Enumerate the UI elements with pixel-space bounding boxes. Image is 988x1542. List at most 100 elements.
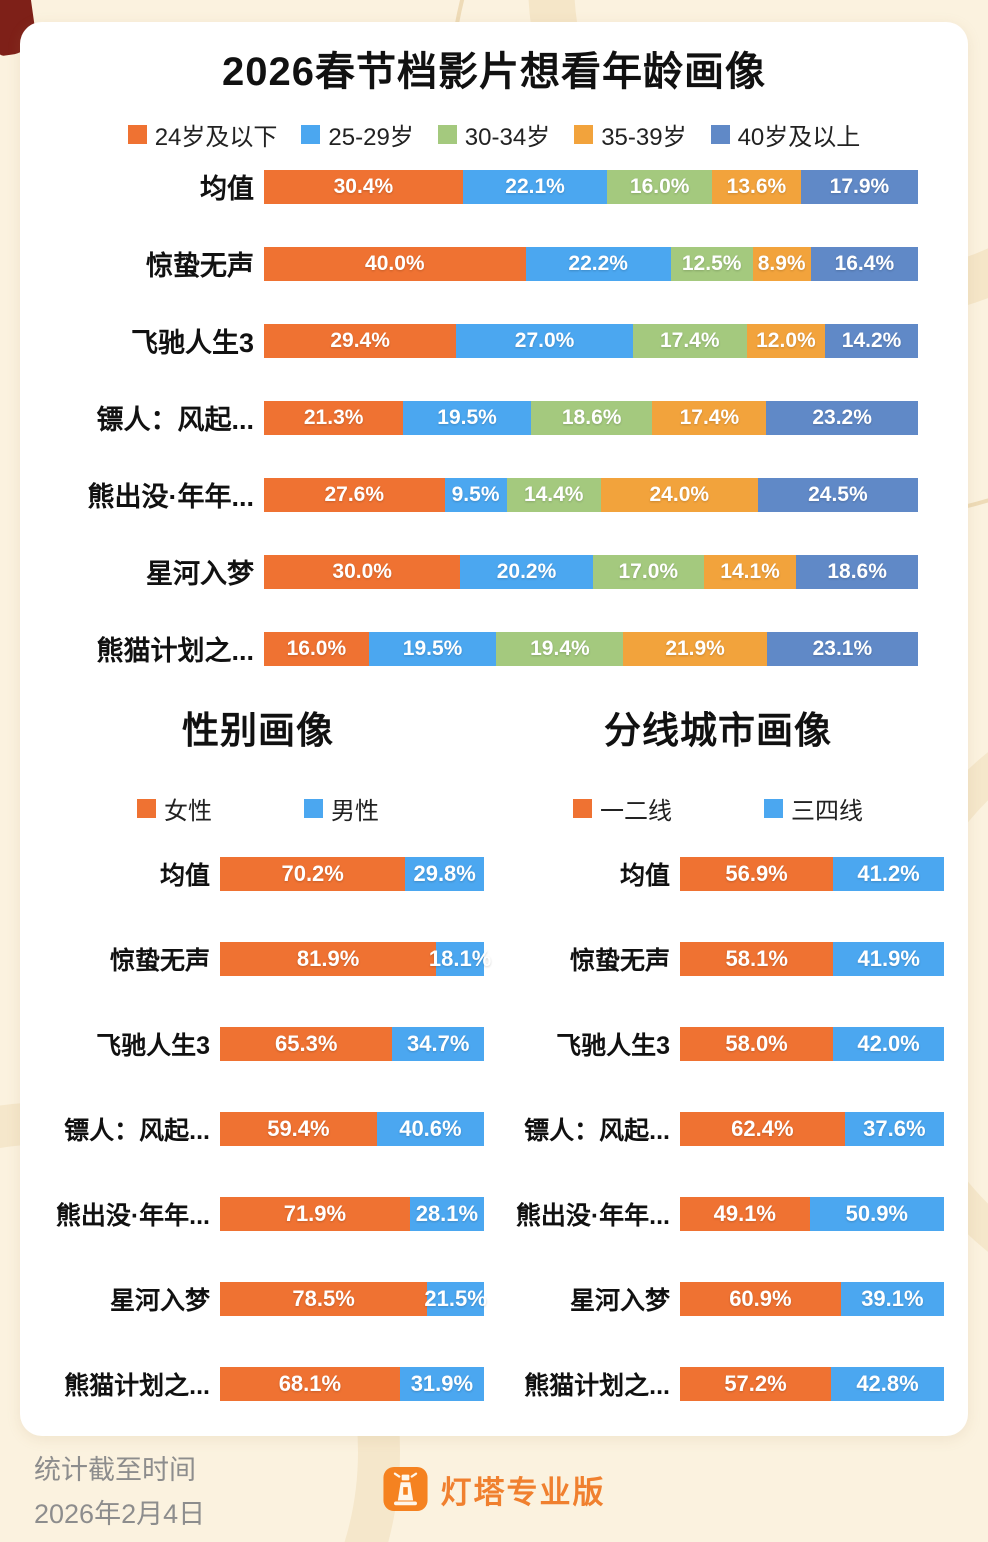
bar-segment: 29.8% [405,856,484,891]
city-chart-legend: 一二线 三四线 [488,791,948,826]
legend-swatch [764,798,783,818]
chart-row: 惊蛰无声 40.0% 22.2% 12.5% 8.9% 16.4% [46,225,918,302]
chart-row: 飞驰人生3 29.4% 27.0% 17.4% 12.0% 14.2% [46,302,919,379]
legend-swatch [437,124,457,144]
bar-track: 40.0% 22.2% 12.5% 8.9% 16.4% [264,246,918,281]
chart-row: 熊猫计划之... 68.1% 31.9% [32,1341,484,1426]
row-label: 熊出没·年年... [55,1201,210,1230]
bar-segment: 71.9% [220,1196,410,1231]
bottom-charts: 性别画像 女性 男性 均值 70.2% 29.8% 惊蛰无声 81.9% 18.1% 飞驰人生… [20,709,968,1426]
row-label: 星河入梦 [109,1286,210,1315]
bar-segment: 21.3% [264,400,404,435]
bar-segment: 19.5% [403,400,531,435]
bar-segment: 40.6% [376,1111,484,1146]
legend-swatch [573,798,592,818]
row-label: 惊蛰无声 [146,251,254,281]
legend-swatch [127,124,147,144]
bar-track: 16.0% 19.5% 19.4% 21.9% 23.1% [264,631,918,666]
row-label: 惊蛰无声 [569,946,670,975]
bar-segment: 14.2% [825,323,919,358]
row-label: 惊蛰无声 [109,946,210,975]
gender-chart-title: 性别画像 [182,710,334,751]
bar-track: 56.9% 41.2% [680,856,944,891]
bar-segment: 16.0% [264,631,369,666]
legend-item: 35-39岁 [574,117,687,152]
bar-track: 60.9% 39.1% [680,1281,944,1316]
bar-segment: 62.4% [680,1111,845,1146]
bar-segment: 30.0% [264,554,461,589]
city-tier-profile-chart: 分线城市画像 一二线 三四线 均值 56.9% 41.2% 惊蛰无声 58.1% 41.9%… [488,709,948,1426]
bar-segment: 60.9% [680,1281,841,1316]
bar-track: 57.2% 42.8% [680,1366,944,1401]
legend-swatch [710,124,730,144]
bar-segment: 17.9% [800,169,918,204]
legend-label: 25-29岁 [328,123,414,151]
legend-swatch [137,798,156,818]
row-label: 飞驰人生3 [556,1031,670,1060]
legend-label: 30-34岁 [464,123,551,151]
bar-segment: 22.1% [462,169,608,204]
legend-label: 男性 [331,797,379,825]
bar-track: 29.4% 27.0% 17.4% 12.0% 14.2% [264,323,919,358]
page-title: 2026春节档影片想看年龄画像 [222,50,766,94]
legend-item: 30-34岁 [437,117,551,152]
bar-segment: 42.8% [831,1366,944,1401]
bar-track: 58.1% 41.9% [680,941,944,976]
row-label: 星河入梦 [569,1286,670,1315]
chart-row: 镖人：风起... 62.4% 37.6% [492,1086,944,1171]
bar-segment: 39.1% [840,1281,944,1316]
bar-segment: 23.2% [766,400,918,435]
legend-label: 一二线 [600,797,672,825]
bar-segment: 57.2% [680,1366,832,1401]
city-chart-title: 分线城市画像 [604,710,832,751]
bar-segment: 8.9% [752,246,811,281]
chart-row: 惊蛰无声 58.1% 41.9% [492,916,944,1001]
bar-segment: 20.2% [460,554,593,589]
chart-row: 飞驰人生3 65.3% 34.7% [32,1001,484,1086]
bar-track: 70.2% 29.8% [220,856,484,891]
bar-segment: 14.4% [506,477,601,512]
bar-segment: 24.5% [757,477,918,512]
row-label: 熊猫计划之... [524,1371,670,1400]
bar-segment: 41.2% [833,856,944,891]
chart-row: 镖人：风起... 59.4% 40.6% [32,1086,484,1171]
row-label: 熊猫计划之... [64,1371,210,1400]
stat-cutoff-label: 统计截至时间 [34,1455,196,1485]
bar-segment: 28.1% [409,1196,484,1231]
legend-label: 35-39岁 [601,123,687,151]
bar-segment: 65.3% [220,1026,393,1061]
bar-track: 78.5% 21.5% [220,1281,487,1316]
bar-track: 65.3% 34.7% [220,1026,484,1061]
bar-segment: 78.5% [220,1281,428,1316]
bar-track: 30.0% 20.2% 17.0% 14.1% 18.6% [264,554,918,589]
legend-item: 40岁及以上 [710,117,860,152]
legend-item: 女性 [137,791,212,826]
row-label: 镖人：风起... [96,405,254,435]
legend-item: 男性 [304,791,379,826]
chart-row: 星河入梦 78.5% 21.5% [32,1256,487,1341]
bar-segment: 13.6% [711,169,801,204]
legend-item: 一二线 [573,791,672,826]
legend-label: 女性 [164,797,212,825]
bar-segment: 59.4% [220,1111,377,1146]
chart-row: 镖人：风起... 21.3% 19.5% 18.6% 17.4% 23.2% [46,379,918,456]
bar-segment: 22.2% [525,246,671,281]
bar-segment: 12.5% [670,246,753,281]
bar-segment: 18.1% [429,941,491,976]
brand-name: 灯塔专业版 [440,1474,606,1510]
chart-row: 飞驰人生3 58.0% 42.0% [492,1001,944,1086]
row-label: 星河入梦 [146,559,254,589]
bar-segment: 14.1% [703,554,797,589]
gender-chart-rows: 均值 70.2% 29.8% 惊蛰无声 81.9% 18.1% 飞驰人生3 65.3% 34.7… [32,831,491,1426]
row-label: 均值 [619,861,670,890]
chart-row: 星河入梦 30.0% 20.2% 17.0% 14.1% 18.6% [46,533,918,610]
chart-row: 熊猫计划之... 57.2% 42.8% [492,1341,944,1426]
bar-track: 27.6% 9.5% 14.4% 24.0% 24.5% [264,477,918,512]
legend-swatch [304,798,323,818]
bar-track: 62.4% 37.6% [680,1111,944,1146]
stat-block: 统计截至时间 2026年2月4日 [34,1448,205,1536]
gender-profile-chart: 性别画像 女性 男性 均值 70.2% 29.8% 惊蛰无声 81.9% 18.1% 飞驰人生… [28,709,491,1426]
legend-swatch [574,124,594,144]
age-chart-legend: 24岁及以下 25-29岁 30-34岁 35-39岁 40岁及以上 [20,120,968,151]
